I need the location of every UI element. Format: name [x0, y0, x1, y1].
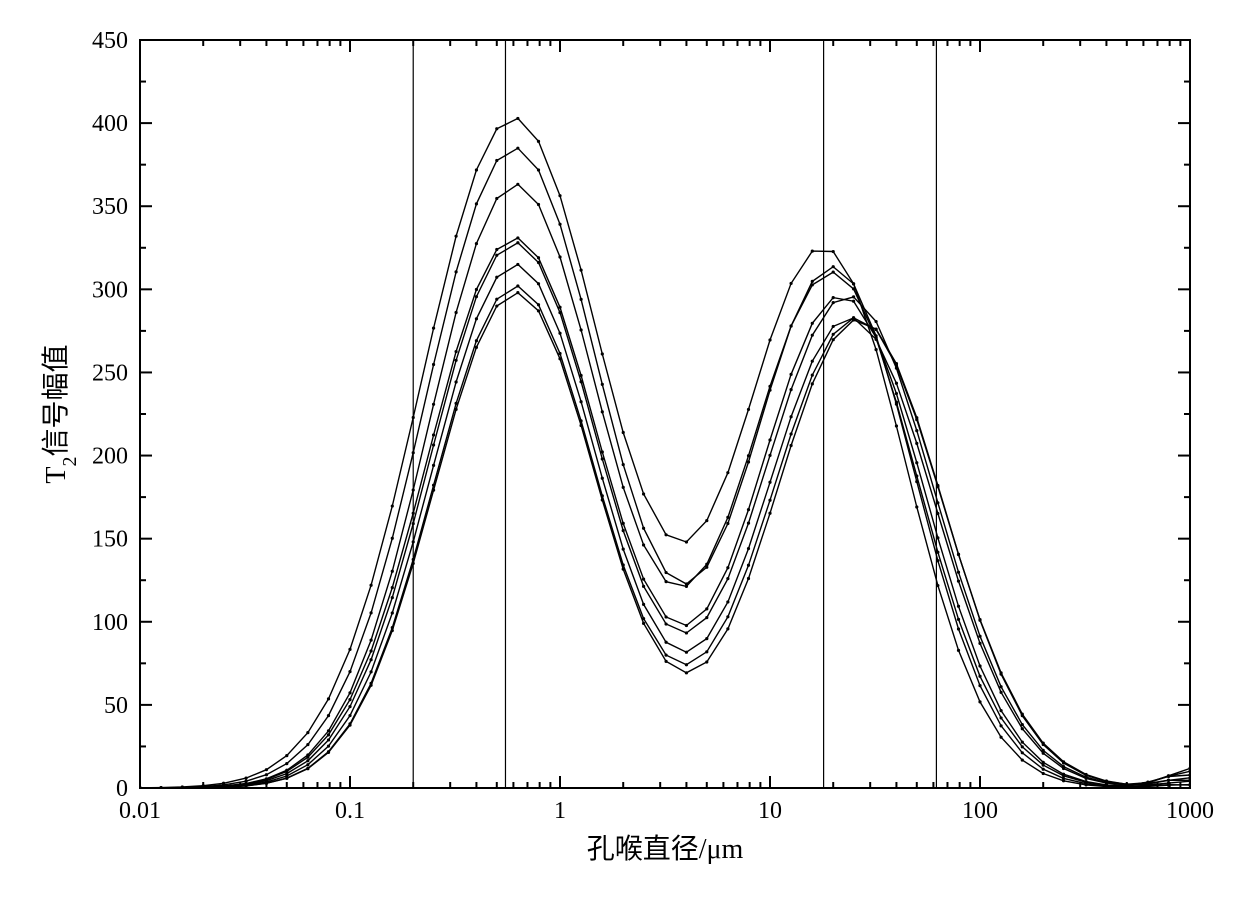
svg-text:T2信号幅值: T2信号幅值 — [40, 344, 81, 483]
svg-text:10: 10 — [758, 798, 782, 824]
svg-text:400: 400 — [92, 111, 128, 137]
svg-text:1000: 1000 — [1166, 798, 1214, 824]
svg-text:0.1: 0.1 — [335, 798, 365, 824]
svg-text:350: 350 — [92, 194, 128, 220]
svg-text:250: 250 — [92, 360, 128, 386]
svg-text:50: 50 — [104, 693, 128, 719]
svg-text:200: 200 — [92, 444, 128, 470]
svg-text:0: 0 — [116, 776, 128, 802]
svg-text:1: 1 — [554, 798, 566, 824]
svg-text:100: 100 — [962, 798, 998, 824]
t2-pore-throat-chart: 0.010.1110100100005010015020025030035040… — [20, 20, 1220, 888]
chart-svg: 0.010.1110100100005010015020025030035040… — [20, 20, 1220, 888]
svg-text:100: 100 — [92, 610, 128, 636]
svg-text:450: 450 — [92, 28, 128, 54]
svg-text:150: 150 — [92, 527, 128, 553]
svg-text:300: 300 — [92, 277, 128, 303]
svg-text:孔喉直径/μm: 孔喉直径/μm — [587, 833, 744, 865]
